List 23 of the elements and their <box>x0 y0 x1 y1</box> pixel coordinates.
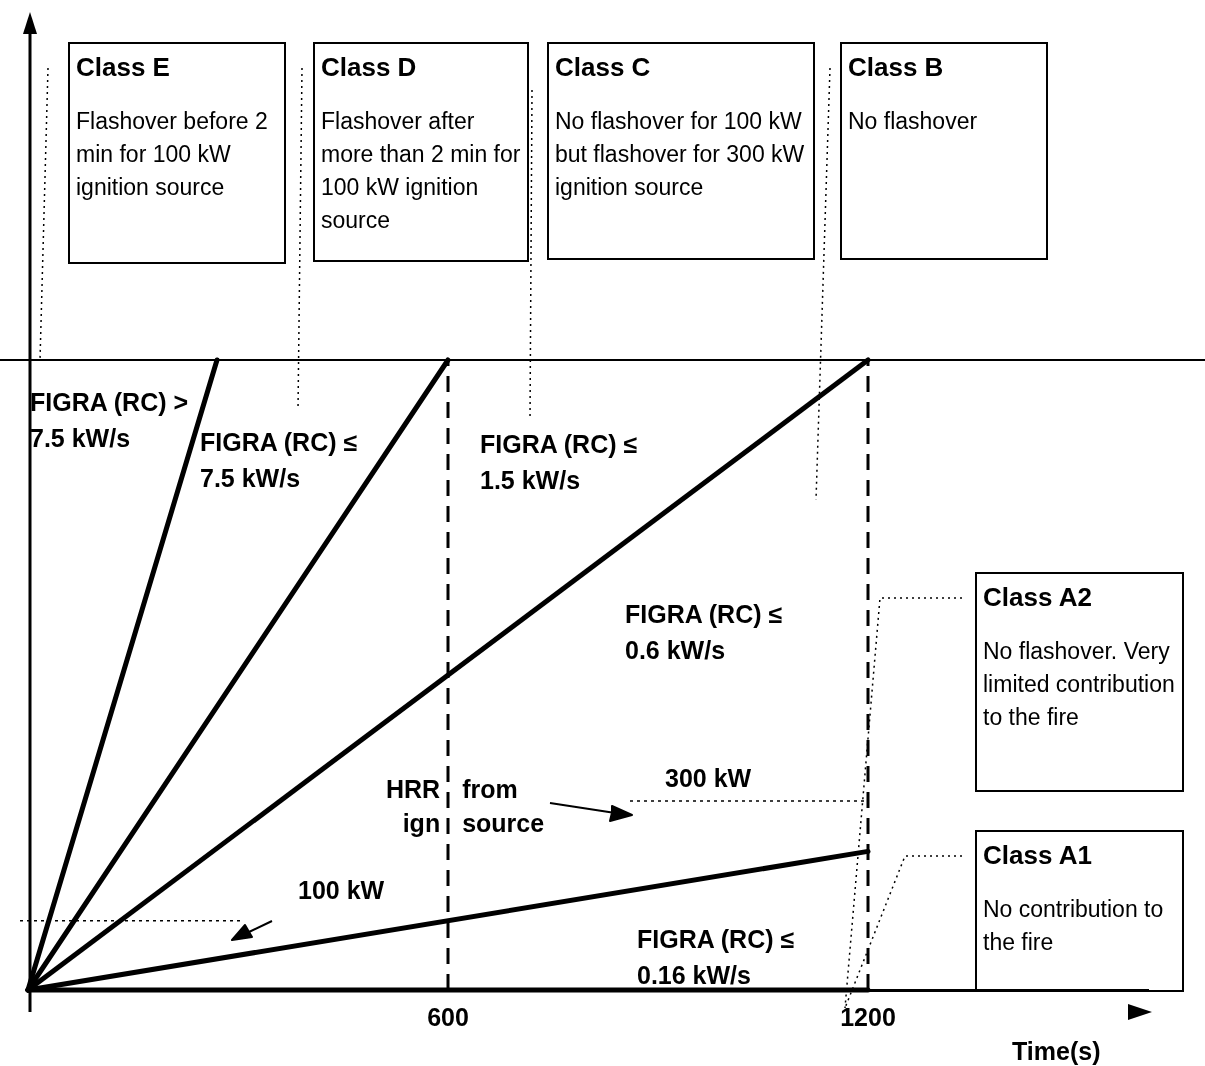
text: Flashover after more than 2 min for 100 kW ignition source <box>321 107 521 235</box>
text: No flashover <box>848 107 979 136</box>
text: Class E <box>76 52 171 83</box>
annotation: FIGRA (RC) ≤ 7.5 kW/s <box>200 427 359 494</box>
x-tick-label: 600 <box>427 1002 469 1031</box>
ref-line-label: 100 kW <box>298 875 385 904</box>
annotation: FIGRA (RC) ≤ 1.5 kW/s <box>480 429 639 496</box>
annotation: HRR from ign source <box>386 774 545 839</box>
annotation: FIGRA (RC) ≤ 0.6 kW/s <box>625 599 784 666</box>
x-tick-label: 1200 <box>840 1002 896 1031</box>
annotation: Class A1 <box>983 840 1093 871</box>
text: Class B <box>848 52 945 83</box>
text: Class C <box>555 52 652 83</box>
ref-line-label: 300 kW <box>665 764 752 792</box>
x-axis-title: Time(s) <box>1012 1036 1101 1066</box>
annotation: FIGRA (RC) ≤ 0.16 kW/s <box>637 924 796 991</box>
annotation: FIGRA (RC) > 7.5 kW/s <box>30 388 189 452</box>
text: Flashover before 2 min for 100 kW ignition source <box>76 107 269 202</box>
annotation: No flashover. Very limited contribution to the fire <box>983 637 1176 732</box>
text: Class D <box>321 52 418 83</box>
annotation: No contribution to the fire <box>983 895 1165 957</box>
text: No flashover for 100 kW but flashover for 300 kW ignition source <box>555 107 806 202</box>
annotation: Class A2 <box>983 582 1093 613</box>
